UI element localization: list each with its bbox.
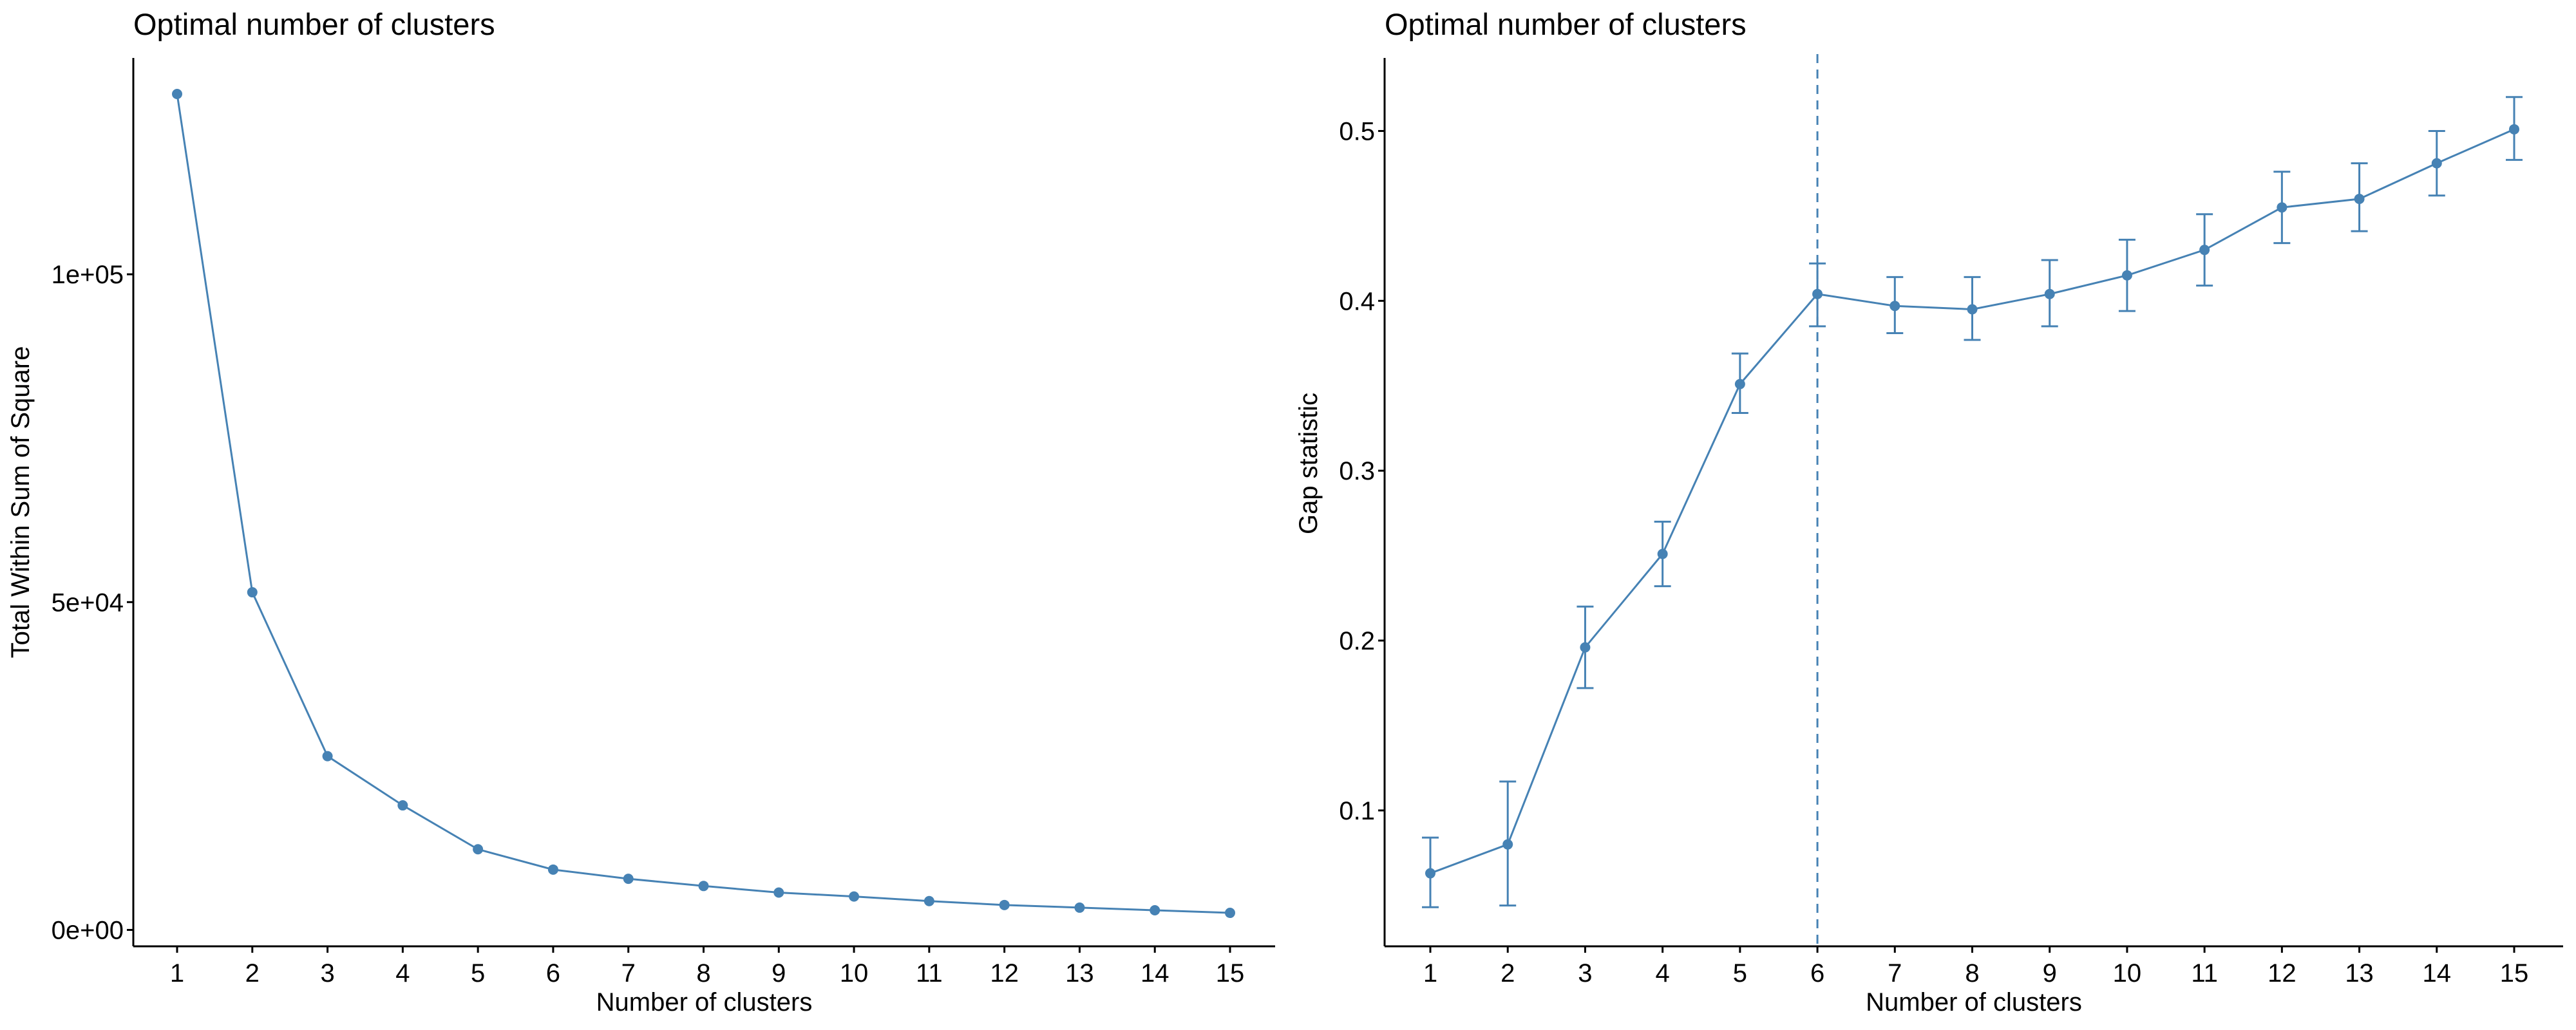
- data-point: [999, 899, 1010, 910]
- x-tick-label: 14: [2423, 959, 2452, 988]
- data-point: [773, 887, 784, 898]
- chart-title: Optimal number of clusters: [133, 7, 495, 41]
- x-tick-label: 1: [1423, 959, 1437, 988]
- data-point: [923, 895, 934, 906]
- series-line: [1430, 128, 2515, 874]
- x-tick-label: 15: [2500, 959, 2529, 988]
- y-tick-label: 0e+00: [52, 917, 124, 945]
- y-tick-label: 1e+05: [52, 261, 124, 289]
- x-tick-label: 8: [696, 959, 710, 988]
- data-point: [1425, 868, 1435, 879]
- data-point: [172, 89, 182, 100]
- y-tick-label: 0.2: [1339, 627, 1375, 655]
- y-tick-label: 0.5: [1339, 117, 1375, 145]
- series-line: [176, 93, 1231, 914]
- data-point: [322, 751, 333, 762]
- data-point: [547, 864, 558, 875]
- x-tick-label: 11: [2191, 959, 2218, 988]
- x-tick-label: 6: [546, 959, 560, 988]
- data-point: [1657, 548, 1668, 559]
- data-point: [2199, 245, 2210, 256]
- x-tick-label: 12: [2268, 959, 2297, 988]
- x-tick-label: 4: [395, 959, 410, 988]
- chart-title: Optimal number of clusters: [1385, 7, 1747, 41]
- gap-statistic-chart: 0.10.20.30.40.51 2 3 4 5 6 7 8 9 10 11 12 13 14 15Numb…: [1294, 54, 2563, 1016]
- data-point: [698, 881, 709, 892]
- data-point: [1150, 904, 1160, 915]
- x-tick-label: 15: [1216, 959, 1245, 988]
- x-tick-label: 13: [2345, 959, 2374, 988]
- data-point: [1967, 304, 1978, 315]
- data-point: [1074, 902, 1085, 913]
- x-tick-label: 3: [1578, 959, 1592, 988]
- x-tick-label: 10: [840, 959, 869, 988]
- x-tick-label: 3: [320, 959, 334, 988]
- x-tick-label: 8: [1965, 959, 1979, 988]
- x-tick-label: 9: [2043, 959, 2057, 988]
- x-tick-label: 7: [621, 959, 636, 988]
- data-point: [623, 874, 634, 885]
- data-point: [1734, 379, 1745, 389]
- x-tick-label: 11: [916, 959, 943, 988]
- data-point: [2277, 202, 2287, 213]
- x-tick-label: 7: [1888, 959, 1902, 988]
- x-tick-label: 4: [1656, 959, 1670, 988]
- gap-statistic-chart-panel: Optimal number of clusters 0.1 0.2 0.3 0.4 0…: [1288, 0, 2576, 1030]
- x-tick-label: 14: [1141, 959, 1170, 988]
- y-tick-label: 5e+04: [52, 588, 124, 617]
- data-point: [2509, 124, 2519, 135]
- y-tick-label: 0.3: [1339, 457, 1375, 485]
- x-axis-title: Number of clusters: [1866, 988, 2082, 1016]
- x-axis-title: Number of clusters: [596, 988, 813, 1016]
- data-point: [2431, 158, 2442, 169]
- x-tick-label: 2: [245, 959, 260, 988]
- x-tick-label: 9: [772, 959, 786, 988]
- x-tick-label: 2: [1501, 959, 1515, 988]
- elbow-chart-panel: Optimal number of clusters 0e+00 5e+04 1e+…: [6, 7, 1275, 1016]
- x-tick-label: 10: [2113, 959, 2142, 988]
- data-point: [2044, 288, 2055, 299]
- y-tick-label: 0.4: [1339, 287, 1375, 315]
- x-tick-label: 6: [1810, 959, 1824, 988]
- y-axis-title: Total Within Sum of Square: [6, 346, 35, 659]
- data-point: [1812, 288, 1823, 299]
- x-tick-label: 5: [1733, 959, 1747, 988]
- x-tick-label: 12: [990, 959, 1019, 988]
- data-point: [849, 891, 860, 902]
- x-tick-label: 1: [170, 959, 184, 988]
- data-point: [1889, 301, 1900, 312]
- x-tick-label: 13: [1065, 959, 1094, 988]
- y-tick-label: 0.1: [1339, 797, 1375, 825]
- data-point: [247, 587, 258, 598]
- data-point: [2354, 194, 2365, 205]
- x-tick-label: 5: [471, 959, 485, 988]
- data-point: [473, 844, 484, 855]
- y-axis-title: Gap statistic: [1294, 393, 1323, 534]
- data-point: [1502, 839, 1513, 850]
- data-point: [2121, 270, 2132, 281]
- data-point: [1225, 908, 1235, 919]
- data-point: [1580, 642, 1591, 653]
- data-point: [397, 800, 408, 811]
